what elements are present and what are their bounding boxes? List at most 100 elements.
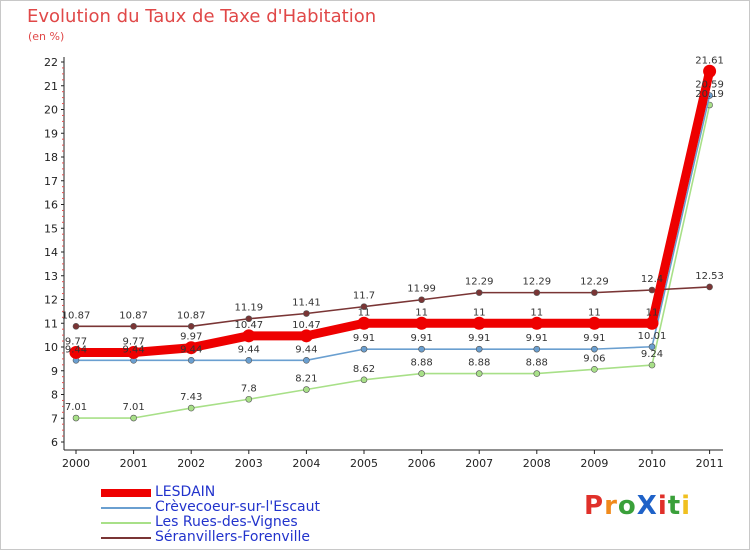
series-line-3 — [75, 286, 711, 328]
x-tick-label: 2007 — [465, 457, 493, 470]
data-point — [245, 356, 253, 364]
y-tick-label: 14 — [44, 246, 58, 259]
data-label: 9.44 — [295, 344, 317, 355]
x-tick-label: 2002 — [177, 457, 205, 470]
data-label: 10.87 — [177, 310, 206, 321]
data-label: 11 — [530, 307, 543, 318]
data-point — [591, 289, 598, 296]
data-point — [533, 345, 541, 353]
data-label: 12.4 — [641, 274, 663, 285]
data-label: 9.06 — [583, 353, 605, 364]
y-tick-label: 22 — [44, 56, 58, 69]
logo-letter: i — [681, 491, 692, 521]
data-label: 11.19 — [234, 303, 263, 314]
y-tick-label: 15 — [44, 222, 58, 235]
data-label: 7.01 — [65, 402, 87, 413]
data-point — [591, 366, 598, 373]
data-point — [299, 329, 313, 343]
data-point — [706, 283, 713, 291]
data-point — [127, 345, 141, 359]
data-point — [703, 64, 717, 78]
data-label: 11.7 — [353, 291, 375, 302]
x-tick-label: 2006 — [408, 457, 436, 470]
data-point — [245, 395, 253, 403]
y-tick-label: 10 — [44, 341, 58, 354]
chart-title: Evolution du Taux de Taxe d'Habitation — [27, 6, 377, 27]
legend-swatch — [101, 507, 151, 509]
data-label: 9.91 — [468, 333, 490, 344]
legend-label: Crèvecoeur-sur-l'Escaut — [155, 499, 320, 515]
legend-swatch — [101, 489, 151, 497]
logo-letter: P — [584, 491, 605, 521]
data-label: 9.44 — [238, 344, 260, 355]
data-label: 8.88 — [526, 358, 548, 369]
data-label: 11.41 — [292, 298, 321, 309]
x-tick-label: 2000 — [62, 457, 90, 470]
series-line-1 — [75, 94, 711, 362]
y-tick-label: 11 — [44, 317, 58, 330]
data-label: 7.43 — [180, 392, 202, 403]
data-point — [187, 323, 195, 330]
legend-label: Séranvillers-Forenville — [155, 529, 310, 545]
data-label: 9.97 — [180, 332, 202, 343]
data-point — [472, 316, 486, 330]
data-label: 9.44 — [180, 344, 202, 355]
y-axis-unit-label: (en %) — [28, 30, 65, 43]
x-tick-label: 2010 — [638, 457, 666, 470]
data-point — [591, 345, 598, 353]
data-label: 9.91 — [526, 333, 548, 344]
data-point — [648, 343, 656, 351]
data-label: 9.44 — [122, 344, 144, 355]
data-point — [187, 356, 195, 364]
legend-swatch — [101, 522, 151, 524]
y-tick-label: 17 — [44, 175, 58, 188]
data-label: 7.01 — [122, 402, 144, 413]
y-tick-label: 20 — [44, 104, 58, 117]
series-line-0 — [71, 66, 715, 357]
data-point — [245, 315, 253, 323]
data-point — [415, 316, 429, 330]
data-label: 10.01 — [638, 331, 667, 342]
data-label: 21.61 — [695, 55, 724, 66]
x-tick-label: 2001 — [120, 457, 148, 470]
data-label: 11 — [646, 307, 659, 318]
data-label: 8.88 — [468, 358, 490, 369]
x-tick-label: 2009 — [580, 457, 608, 470]
data-point — [360, 303, 368, 310]
data-point — [130, 414, 137, 422]
data-label: 11 — [415, 307, 428, 318]
data-label: 10.47 — [234, 320, 263, 331]
logo-letter: t — [667, 491, 682, 521]
data-label: 12.29 — [580, 277, 609, 288]
data-label: 11.99 — [407, 284, 436, 295]
data-point — [303, 356, 310, 364]
y-tick-label: 18 — [44, 151, 58, 164]
y-tick-label: 9 — [51, 365, 58, 378]
data-point — [72, 323, 80, 330]
y-tick-label: 21 — [44, 80, 58, 93]
data-point — [533, 370, 541, 377]
y-tick-label: 13 — [44, 270, 58, 283]
x-tick-label: 2003 — [235, 457, 263, 470]
data-point — [533, 289, 541, 296]
y-tick-label: 19 — [44, 127, 58, 140]
y-tick-label: 6 — [51, 436, 58, 449]
data-point — [648, 286, 656, 294]
data-point — [357, 316, 371, 330]
data-point — [360, 376, 368, 384]
data-label: 9.77 — [122, 336, 144, 347]
data-label: 9.91 — [583, 333, 605, 344]
data-label: 12.53 — [695, 271, 724, 282]
x-tick-label: 2011 — [696, 457, 724, 470]
y-tick-label: 16 — [44, 199, 58, 212]
logo-letter: o — [617, 491, 637, 521]
data-point — [475, 345, 483, 353]
data-label: 8.21 — [295, 374, 317, 385]
legend-label: Les Rues-des-Vignes — [155, 514, 298, 530]
data-label: 9.24 — [641, 349, 663, 360]
data-label: 20.59 — [695, 79, 724, 90]
data-point — [360, 345, 368, 353]
data-label: 9.44 — [65, 344, 87, 355]
